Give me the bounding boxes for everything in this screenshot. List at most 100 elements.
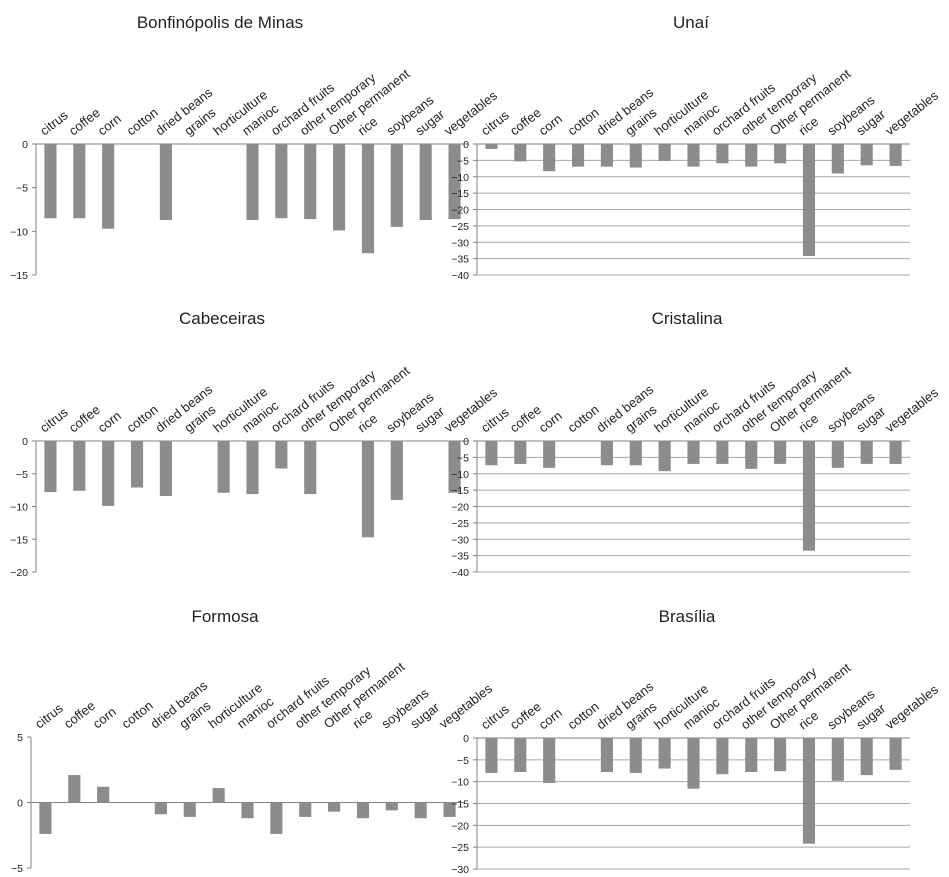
y-tick-label: −15 bbox=[451, 188, 469, 200]
bar-other-permanent bbox=[774, 144, 786, 163]
y-tick-label: −35 bbox=[451, 551, 469, 563]
chart-title: Cristalina bbox=[652, 309, 723, 328]
bar-horticulture bbox=[213, 788, 225, 802]
bar-rice bbox=[357, 803, 369, 819]
chart-panel-bonfinopolis-de-minas: Bonfinópolis de Minas0−5−10−15citruscoff… bbox=[10, 13, 500, 282]
y-tick-label: −25 bbox=[451, 221, 469, 233]
bar-manioc bbox=[687, 441, 699, 464]
bar-citrus bbox=[485, 441, 497, 465]
bar-soybeans bbox=[832, 144, 844, 173]
category-label: vegetables bbox=[882, 682, 941, 733]
y-tick-label: −15 bbox=[10, 270, 28, 282]
bar-citrus bbox=[44, 441, 56, 492]
bar-dried-beans bbox=[160, 441, 172, 496]
y-tick-label: −5 bbox=[457, 452, 469, 464]
bar-dried-beans bbox=[601, 441, 613, 465]
y-tick-label: −25 bbox=[451, 518, 469, 530]
bar-other-permanent bbox=[328, 803, 340, 812]
chart-title: Cabeceiras bbox=[179, 309, 265, 328]
category-label: coffee bbox=[507, 402, 544, 435]
y-tick-label: −40 bbox=[451, 270, 469, 282]
bar-orchard-fruits bbox=[275, 441, 287, 469]
bar-coffee bbox=[73, 441, 85, 491]
category-label: coffee bbox=[507, 105, 544, 138]
bar-soybeans bbox=[391, 441, 403, 500]
category-label: cotton bbox=[565, 699, 602, 733]
bar-coffee bbox=[68, 775, 80, 803]
bar-dried-beans bbox=[155, 803, 167, 815]
bar-grains bbox=[630, 441, 642, 465]
bar-corn bbox=[102, 144, 114, 229]
bar-rice bbox=[803, 441, 815, 551]
bar-soybeans bbox=[386, 803, 398, 811]
bar-sugar bbox=[861, 738, 873, 775]
bar-rice bbox=[362, 441, 374, 537]
bar-other-temporary bbox=[745, 738, 757, 772]
chart-title: Bonfinópolis de Minas bbox=[137, 13, 303, 32]
bar-citrus bbox=[485, 144, 497, 149]
y-tick-label: 0 bbox=[463, 733, 469, 745]
y-tick-label: −10 bbox=[10, 502, 28, 514]
y-tick-label: −20 bbox=[10, 567, 28, 579]
chart-title: Brasília bbox=[659, 607, 716, 626]
bar-orchard-fruits bbox=[716, 738, 728, 774]
bar-sugar bbox=[861, 144, 873, 165]
y-tick-label: −5 bbox=[11, 863, 23, 875]
bar-rice bbox=[803, 144, 815, 256]
bar-cotton bbox=[572, 144, 584, 167]
bar-manioc bbox=[241, 803, 253, 819]
bar-sugar bbox=[861, 441, 873, 464]
bar-vegetables bbox=[890, 441, 902, 464]
category-label: citrus bbox=[37, 404, 71, 435]
bar-horticulture bbox=[659, 144, 671, 161]
bar-dried-beans bbox=[601, 144, 613, 167]
chart-panel-cristalina: Cristalina0−5−10−15−20−25−30−35−40citrus… bbox=[451, 309, 941, 579]
bar-sugar bbox=[415, 803, 427, 819]
y-tick-label: −5 bbox=[457, 155, 469, 167]
category-label: coffee bbox=[61, 698, 98, 731]
bar-sugar bbox=[420, 144, 432, 220]
category-label: coffee bbox=[66, 402, 103, 435]
category-label: citrus bbox=[37, 107, 71, 138]
bar-coffee bbox=[514, 738, 526, 772]
y-tick-label: −20 bbox=[451, 205, 469, 217]
bar-soybeans bbox=[832, 738, 844, 781]
category-label: vegetables bbox=[882, 88, 941, 139]
category-label: cotton bbox=[565, 402, 602, 436]
y-tick-label: −5 bbox=[16, 469, 28, 481]
bar-other-permanent bbox=[333, 144, 345, 230]
category-label: citrus bbox=[478, 701, 512, 732]
y-tick-label: 5 bbox=[17, 732, 23, 744]
y-tick-label: −30 bbox=[451, 534, 469, 546]
bar-citrus bbox=[485, 738, 497, 773]
y-tick-label: 0 bbox=[22, 436, 28, 448]
bar-horticulture bbox=[659, 738, 671, 769]
category-label: cotton bbox=[124, 402, 161, 436]
y-tick-label: 0 bbox=[463, 436, 469, 448]
bar-vegetables bbox=[890, 738, 902, 770]
bar-orchard-fruits bbox=[716, 144, 728, 163]
chart-title: Unaí bbox=[673, 13, 709, 32]
category-label: coffee bbox=[507, 699, 544, 732]
category-label: cotton bbox=[119, 698, 156, 732]
y-tick-label: −20 bbox=[451, 502, 469, 514]
bar-horticulture bbox=[218, 441, 230, 493]
bar-rice bbox=[362, 144, 374, 253]
bar-coffee bbox=[514, 144, 526, 161]
category-label: cotton bbox=[565, 105, 602, 139]
bar-soybeans bbox=[391, 144, 403, 227]
chart-title: Formosa bbox=[191, 607, 259, 626]
y-tick-label: −15 bbox=[10, 534, 28, 546]
bar-coffee bbox=[73, 144, 85, 218]
y-tick-label: −15 bbox=[451, 799, 469, 811]
y-tick-label: −10 bbox=[451, 469, 469, 481]
bar-manioc bbox=[687, 738, 699, 789]
bar-other-permanent bbox=[774, 441, 786, 464]
y-tick-label: −35 bbox=[451, 254, 469, 266]
bar-corn bbox=[543, 441, 555, 468]
bar-other-temporary bbox=[745, 144, 757, 167]
bar-other-permanent bbox=[774, 738, 786, 771]
bar-grains bbox=[630, 144, 642, 168]
